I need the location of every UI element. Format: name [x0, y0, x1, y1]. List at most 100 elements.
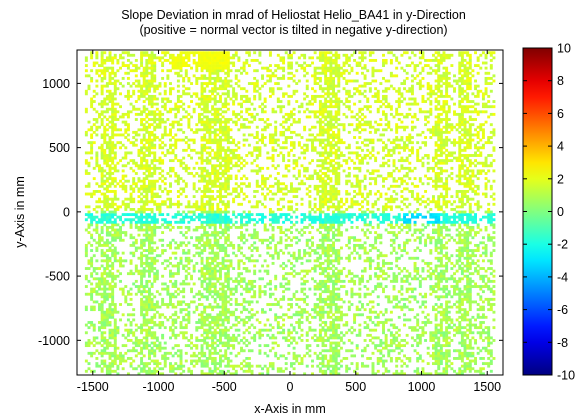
- heatmap-cell: [192, 195, 196, 199]
- heatmap-cell: [90, 100, 94, 103]
- heatmap-cell: [90, 305, 94, 309]
- heatmap-cell: [161, 372, 165, 376]
- heatmap-cell: [274, 246, 278, 250]
- heatmap-cell: [295, 331, 299, 335]
- heatmap-cell: [203, 169, 207, 173]
- heatmap-cell: [313, 279, 317, 283]
- heatmap-cell: [145, 202, 149, 206]
- heatmap-cell: [140, 94, 144, 98]
- heatmap-cell: [197, 53, 201, 57]
- heatmap-cell: [95, 154, 99, 157]
- heatmap-cell: [184, 251, 188, 255]
- heatmap-cell: [166, 223, 170, 227]
- heatmap-cell: [276, 87, 280, 91]
- heatmap-cell: [234, 69, 238, 73]
- heatmap-cell: [245, 89, 249, 93]
- heatmap-cell: [129, 151, 133, 155]
- heatmap-cell: [182, 290, 186, 294]
- heatmap-cell: [237, 282, 241, 286]
- heatmap-cell: [247, 349, 251, 353]
- heatmap-cell: [169, 261, 172, 265]
- heatmap-cell: [266, 372, 270, 376]
- heatmap-cell: [195, 92, 199, 96]
- heatmap-cell: [174, 326, 178, 330]
- heatmap-cell: [268, 74, 272, 78]
- heatmap-cell: [140, 197, 144, 201]
- heatmap-cell: [221, 159, 225, 163]
- heatmap-cell: [174, 241, 178, 245]
- heatmap-cell: [192, 354, 196, 358]
- heatmap-cell: [190, 82, 193, 85]
- heatmap-cell: [208, 66, 212, 70]
- heatmap-cell: [263, 351, 267, 355]
- heatmap-cell: [308, 246, 312, 250]
- heatmap-cell: [192, 51, 196, 55]
- heatmap-cell: [237, 169, 241, 173]
- heatmap-cell: [213, 64, 217, 67]
- heatmap-cell: [300, 315, 304, 319]
- heatmap-cell: [169, 315, 172, 319]
- heatmap-cell: [324, 192, 328, 196]
- heatmap-cell: [221, 51, 225, 55]
- heatmap-cell: [271, 213, 275, 217]
- heatmap-cell: [197, 303, 201, 306]
- heatmap-cell: [169, 143, 172, 147]
- heatmap-cell: [142, 272, 146, 276]
- heatmap-cell: [176, 246, 180, 250]
- heatmap-cell: [195, 238, 199, 242]
- heatmap-cell: [324, 249, 328, 252]
- heatmap-cell: [84, 151, 88, 155]
- heatmap-cell: [245, 339, 249, 342]
- heatmap-cell: [221, 110, 225, 114]
- heatmap-cell: [153, 272, 157, 276]
- heatmap-cell: [98, 321, 101, 324]
- heatmap-cell: [98, 190, 101, 193]
- heatmap-cell: [121, 259, 125, 263]
- heatmap-cell: [200, 82, 204, 85]
- heatmap-cell: [305, 238, 309, 242]
- heatmap-cell: [263, 110, 267, 114]
- heatmap-cell: [211, 331, 215, 335]
- heatmap-cell: [166, 292, 170, 296]
- heatmap-cell: [211, 51, 215, 55]
- heatmap-cell: [324, 233, 328, 237]
- heatmap-cell: [234, 195, 238, 199]
- heatmap-cell: [100, 210, 104, 214]
- heatmap-cell: [247, 210, 251, 214]
- heatmap-cell: [84, 323, 88, 327]
- heatmap-cell: [282, 369, 286, 373]
- heatmap-cell: [184, 213, 188, 217]
- heatmap-cell: [313, 94, 317, 98]
- heatmap-cell: [219, 287, 222, 291]
- heatmap-cell: [216, 154, 220, 157]
- heatmap-cell: [148, 300, 151, 304]
- heatmap-cell: [100, 71, 104, 75]
- heatmap-cell: [203, 166, 207, 170]
- heatmap-cell: [258, 138, 262, 142]
- heatmap-cell: [134, 133, 138, 137]
- heatmap-cell: [303, 300, 307, 304]
- heatmap-cell: [308, 210, 312, 214]
- heatmap-cell: [261, 213, 264, 217]
- heatmap-cell: [169, 110, 172, 114]
- heatmap-cell: [148, 182, 151, 186]
- heatmap-cell: [303, 292, 307, 296]
- heatmap-cell: [105, 259, 109, 263]
- heatmap-cell: [208, 367, 212, 371]
- heatmap-cell: [221, 133, 225, 137]
- heatmap-cell: [219, 66, 222, 70]
- heatmap-cell: [261, 372, 264, 376]
- heatmap-cell: [297, 305, 301, 309]
- heatmap-cell: [240, 115, 243, 119]
- heatmap-cell: [253, 89, 257, 93]
- heatmap-cell: [226, 177, 230, 181]
- heatmap-cell: [140, 331, 144, 335]
- heatmap-cell: [226, 341, 230, 345]
- heatmap-cell: [213, 285, 217, 288]
- heatmap-cell: [169, 336, 172, 340]
- heatmap-cell: [221, 130, 225, 134]
- heatmap-cell: [226, 79, 230, 83]
- heatmap-cell: [111, 213, 115, 217]
- heatmap-cell: [176, 364, 180, 368]
- heatmap-cell: [182, 107, 186, 111]
